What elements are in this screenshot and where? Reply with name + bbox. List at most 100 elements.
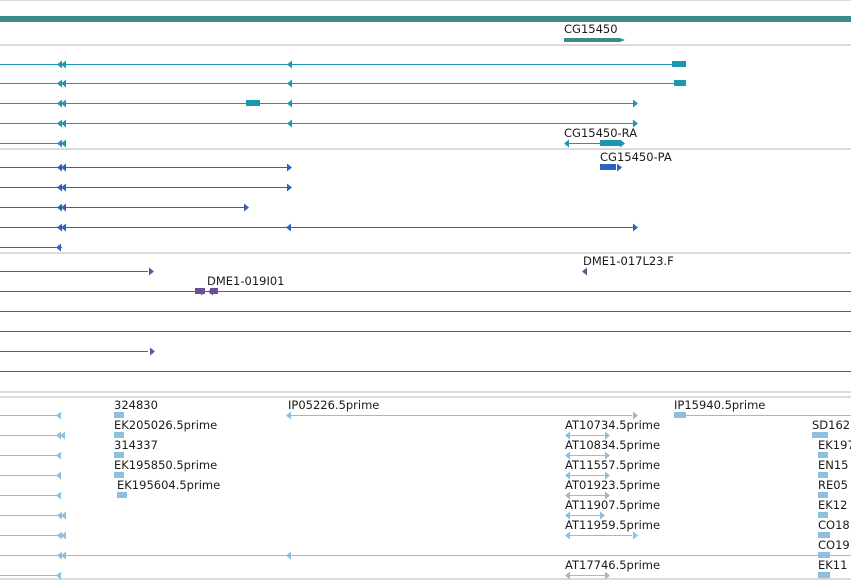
strand-arrow-left bbox=[57, 551, 62, 560]
strand-arrow-left bbox=[57, 511, 62, 520]
strand-arrow-right bbox=[620, 139, 625, 148]
strand-arrow-right bbox=[633, 223, 638, 232]
strand-arrow-left bbox=[61, 511, 66, 520]
gene-arrow bbox=[620, 38, 625, 42]
est-label[interactable]: EK205026.5prime bbox=[114, 418, 218, 432]
strand-arrow-left bbox=[61, 223, 66, 232]
est-label[interactable]: EK11 bbox=[818, 558, 848, 572]
exon-block bbox=[818, 512, 828, 518]
est-label[interactable]: AT11557.5prime bbox=[565, 458, 661, 472]
strand-arrow-right bbox=[633, 99, 638, 108]
strand-arrow-left bbox=[57, 163, 62, 172]
strand-arrow-left bbox=[57, 60, 62, 69]
strand-arrow-right bbox=[605, 571, 610, 580]
est-label[interactable]: IP05226.5prime bbox=[288, 398, 380, 412]
strand-arrow-right bbox=[600, 511, 605, 520]
strand-arrow-left bbox=[61, 551, 66, 560]
strand-arrow-right bbox=[201, 287, 206, 296]
strand-arrow-left bbox=[57, 119, 62, 128]
est-label[interactable]: SD162 bbox=[812, 418, 851, 432]
strand-arrow-right bbox=[244, 203, 249, 212]
strand-arrow-right bbox=[150, 347, 155, 356]
strand-arrow-right bbox=[633, 531, 638, 540]
strand-arrow-right bbox=[605, 451, 610, 460]
exon-block bbox=[600, 140, 620, 146]
transcript-label[interactable]: CG15450-RA bbox=[564, 126, 638, 140]
exon-block bbox=[818, 472, 828, 478]
est-label[interactable]: 324830 bbox=[114, 398, 158, 412]
strand-arrow-left bbox=[61, 119, 66, 128]
clone-label[interactable]: DME1-017L23.F bbox=[583, 254, 674, 268]
strand-arrow-left bbox=[287, 60, 292, 69]
strand-arrow-left bbox=[61, 60, 66, 69]
exon-block bbox=[114, 412, 124, 418]
exon-block bbox=[818, 552, 830, 558]
est-label[interactable]: AT11959.5prime bbox=[565, 518, 661, 532]
strand-arrow-left bbox=[56, 491, 61, 500]
exon-block bbox=[117, 492, 127, 498]
strand-arrow-left bbox=[57, 203, 62, 212]
clone-label[interactable]: DME1-019I01 bbox=[207, 274, 285, 288]
strand-arrow-right bbox=[617, 163, 622, 172]
strand-arrow-left bbox=[57, 79, 62, 88]
strand-arrow-left bbox=[61, 139, 66, 148]
strand-arrow-left bbox=[287, 99, 292, 108]
est-label[interactable]: AT11907.5prime bbox=[565, 498, 661, 512]
exon-block bbox=[818, 532, 830, 538]
strand-arrow-left bbox=[56, 411, 61, 420]
strand-arrow-left bbox=[286, 223, 291, 232]
est-label[interactable]: CO18 bbox=[818, 518, 850, 532]
est-label[interactable]: EK195604.5prime bbox=[117, 478, 221, 492]
gene-label[interactable]: CG15450 bbox=[564, 22, 618, 36]
strand-arrow-left bbox=[287, 79, 292, 88]
est-label[interactable]: AT01923.5prime bbox=[565, 478, 661, 492]
strand-arrow-left bbox=[56, 471, 61, 480]
est-label[interactable]: AT10734.5prime bbox=[565, 418, 661, 432]
est-label[interactable]: AT17746.5prime bbox=[565, 558, 661, 572]
exon-block bbox=[564, 38, 620, 42]
strand-arrow-left bbox=[57, 183, 62, 192]
est-label[interactable]: 314337 bbox=[114, 438, 158, 452]
est-label[interactable]: RE05 bbox=[818, 478, 848, 492]
strand-arrow-left bbox=[61, 79, 66, 88]
strand-arrow-left bbox=[56, 571, 61, 580]
strand-arrow-left bbox=[60, 431, 65, 440]
protein-label[interactable]: CG15450-PA bbox=[600, 150, 672, 164]
exon-block bbox=[818, 492, 828, 498]
strand-arrow-left bbox=[56, 451, 61, 460]
exon-block bbox=[812, 432, 828, 438]
strand-arrow-right bbox=[633, 119, 638, 128]
strand-arrow-right bbox=[287, 163, 292, 172]
strand-arrow-right bbox=[287, 183, 292, 192]
exon-block bbox=[672, 61, 686, 67]
est-label[interactable]: IP15940.5prime bbox=[674, 398, 766, 412]
strand-arrow-right bbox=[633, 411, 638, 420]
strand-arrow-left bbox=[582, 267, 587, 276]
strand-arrow-right bbox=[149, 267, 154, 276]
est-label[interactable]: EK12 bbox=[818, 498, 848, 512]
exon-block bbox=[114, 452, 124, 458]
strand-arrow-left bbox=[286, 551, 291, 560]
exon-block bbox=[114, 472, 124, 478]
strand-arrow-right bbox=[605, 431, 610, 440]
exon-block bbox=[0, 16, 851, 22]
est-label[interactable]: EN15 bbox=[818, 458, 849, 472]
est-label[interactable]: EK197 bbox=[818, 438, 851, 452]
exon-block bbox=[600, 164, 616, 170]
strand-arrow-left bbox=[57, 531, 62, 540]
exon-block bbox=[246, 100, 260, 106]
strand-arrow-left bbox=[57, 223, 62, 232]
exon-block bbox=[674, 80, 686, 86]
strand-arrow-left bbox=[61, 531, 66, 540]
exon-block bbox=[818, 572, 830, 578]
strand-arrow-left bbox=[61, 99, 66, 108]
est-label[interactable]: AT10834.5prime bbox=[565, 438, 661, 452]
est-label[interactable]: EK195850.5prime bbox=[114, 458, 218, 472]
exon-block bbox=[674, 412, 686, 418]
strand-arrow-left bbox=[286, 411, 291, 420]
strand-arrow-left bbox=[61, 183, 66, 192]
est-label[interactable]: CO19 bbox=[818, 538, 850, 552]
strand-arrow-left bbox=[57, 99, 62, 108]
